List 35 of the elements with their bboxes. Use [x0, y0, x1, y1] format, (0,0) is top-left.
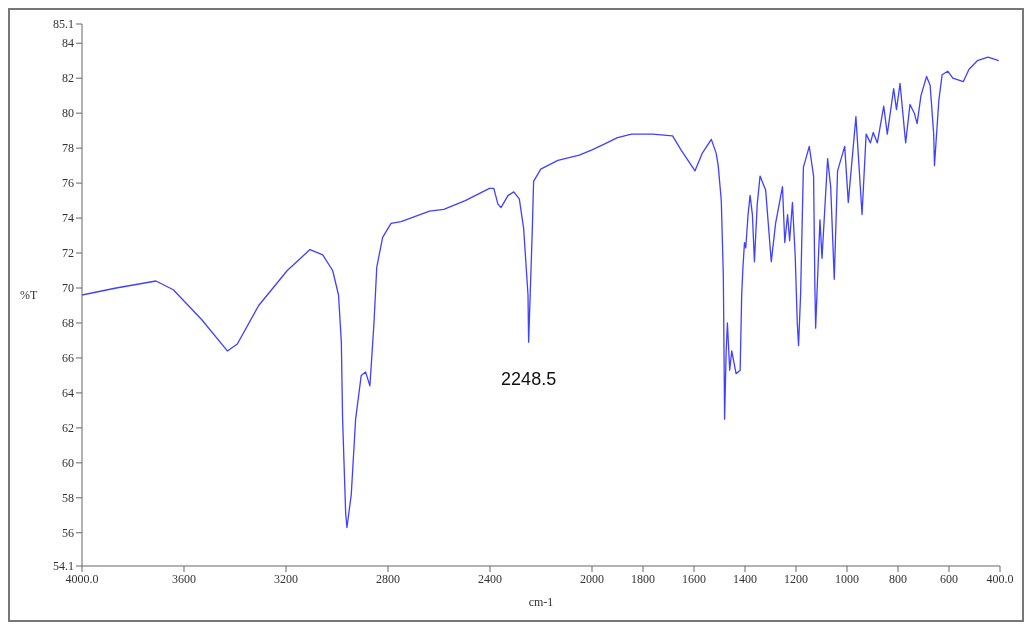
x-tick-label: 2400	[478, 571, 502, 586]
x-tick-label: 3200	[274, 571, 298, 586]
x-tick-label: 1600	[682, 571, 706, 586]
y-tick-label: 80	[62, 106, 74, 121]
y-axis-title: %T	[20, 288, 38, 303]
y-tick-label: 85.1	[53, 17, 74, 32]
x-tick-label: 1200	[784, 571, 808, 586]
y-tick-label: 84	[62, 36, 74, 51]
y-tick-label: 60	[62, 456, 74, 471]
y-tick-label: 62	[62, 421, 74, 436]
x-tick-label: 400.0	[986, 571, 1014, 586]
y-tick-label: 68	[62, 316, 74, 331]
x-tick-label: 800	[889, 571, 907, 586]
y-tick-label: 82	[62, 71, 74, 86]
line-series	[82, 56, 1000, 529]
x-tick-label: 1400	[733, 571, 757, 586]
y-tick-label: 70	[62, 281, 74, 296]
x-tick-label: 2800	[376, 571, 400, 586]
x-tick-label: 600	[940, 571, 958, 586]
y-tick-label: 72	[62, 246, 74, 261]
y-tick-label: 78	[62, 141, 74, 156]
x-tick-label: 1000	[835, 571, 859, 586]
y-tick-label: 58	[62, 491, 74, 506]
x-axis-title: cm-1	[528, 595, 554, 609]
y-tick-label: 76	[62, 176, 74, 191]
x-tick-label: 3600	[172, 571, 196, 586]
x-tick-label: 2000	[580, 571, 604, 586]
y-tick-label: 64	[62, 386, 74, 401]
annotation: 2248.5	[501, 368, 557, 389]
y-tick-label: 56	[62, 526, 74, 541]
x-tick-label: 4000.0	[65, 571, 99, 586]
x-tick-label: 1800	[631, 571, 655, 586]
y-tick-label: 66	[62, 351, 74, 366]
y-tick-label: 54.1	[53, 559, 74, 574]
y-tick-label: 74	[62, 211, 74, 226]
